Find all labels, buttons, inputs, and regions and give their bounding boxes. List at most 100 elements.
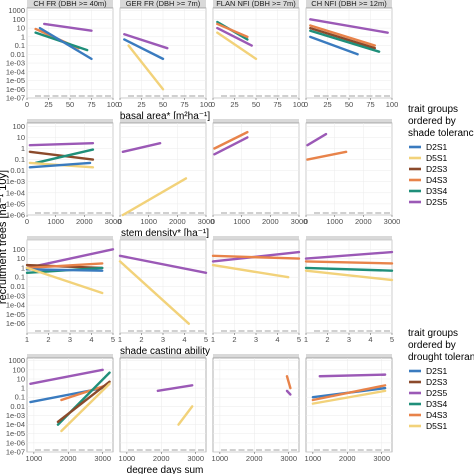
x-tick-label: 25 <box>323 100 331 109</box>
y-tick-label: 1e-04 <box>6 188 25 197</box>
x-tick-label: 50 <box>345 100 353 109</box>
x-tick-label: 4 <box>368 335 372 344</box>
x-tick-label: 3000 <box>373 454 390 463</box>
panel-frame <box>26 122 114 216</box>
y-axis-row-4: 10001001010.10.011e-031e-041e-051e-061e-… <box>6 356 25 456</box>
series-line-D2S5 <box>285 389 292 396</box>
series-line-D5S1 <box>127 44 165 91</box>
x-tick-label: 4 <box>275 335 279 344</box>
x-tick-label: 2000 <box>339 454 356 463</box>
x-tick-label: 1000 <box>119 454 136 463</box>
legend-label-D5S1: D5S1 <box>426 153 448 163</box>
x-tick-label: 1000 <box>305 454 322 463</box>
legend-label-D4S3: D4S3 <box>426 175 448 185</box>
panel-frame <box>212 357 300 453</box>
x-tick-label: 3000 <box>94 454 111 463</box>
x-axis-label: basal area* [m²ha⁻¹] <box>120 111 211 122</box>
x-tick-label: 1000 <box>47 217 64 226</box>
y-tick-label: 100 <box>12 122 25 131</box>
legend-title-line: trait groups <box>408 104 458 115</box>
y-tick-label: 1e-07 <box>6 94 25 103</box>
panel-strip <box>306 119 392 123</box>
x-tick-label: 50 <box>66 100 74 109</box>
y-tick-label: 1e-04 <box>6 301 25 310</box>
y-tick-label: 100 <box>12 15 25 24</box>
series-line-D2S5 <box>29 368 104 385</box>
panel-frame <box>212 122 300 216</box>
series-line-D2S5 <box>216 26 253 47</box>
panel-2-2: 0 1000 2000 3000 <box>118 119 214 226</box>
x-tick-label: 2000 <box>246 454 263 463</box>
panel-strip <box>27 236 113 240</box>
legend-title-line: ordered by <box>408 116 456 127</box>
x-tick-label: 25 <box>137 100 145 109</box>
x-tick-label: 1 <box>211 335 215 344</box>
panel-4-1: 1000 2000 3000 <box>26 354 114 463</box>
series-line-D2S5 <box>306 132 328 147</box>
series-line-D5S1 <box>311 389 387 405</box>
panel-title: CH FR (DBH >= 40m) <box>33 0 107 8</box>
y-tick-label: 0.01 <box>10 282 25 291</box>
series-line-D4S3 <box>213 130 249 150</box>
y-tick-label: 100 <box>12 245 25 254</box>
x-tick-label: 0 <box>25 100 29 109</box>
series-line-D4S3 <box>60 384 108 402</box>
x-tick-label: 3000 <box>198 217 215 226</box>
series-line-D5S1 <box>177 405 194 426</box>
y-axis-label: recruitment trees [ha⁻¹ 10y] <box>0 170 9 304</box>
legend-label-D2S3: D2S3 <box>426 164 448 174</box>
x-tick-label: 75 <box>273 100 281 109</box>
series-line-D4S3 <box>25 262 104 270</box>
legend-label-D4S3: D4S3 <box>426 410 448 420</box>
y-tick-label: 1e-03 <box>6 291 25 300</box>
x-tick-label: 4 <box>89 335 93 344</box>
panel-title: CH NFI (DBH >= 12m) <box>311 0 387 8</box>
x-tick-label: 2 <box>46 335 50 344</box>
x-tick-label: 2000 <box>169 217 186 226</box>
panel-1-4: CH NFI (DBH >= 12m) 0 25 50 75 100 <box>304 0 398 109</box>
panel-1-1: CH FR (DBH >= 40m) 0 25 50 75 100 <box>25 0 119 109</box>
x-tick-label: 0 <box>118 217 122 226</box>
y-tick-label: 0.1 <box>15 393 25 402</box>
y-tick-label: 1000 <box>8 356 25 365</box>
x-tick-label: 2000 <box>262 217 279 226</box>
y-tick-label: 0.01 <box>10 402 25 411</box>
x-tick-label: 1000 <box>140 217 157 226</box>
legend-label-D2S3: D2S3 <box>426 377 448 387</box>
panel-1-3: FLAN NFI (DBH >= 7m) 0 25 50 75 100 <box>211 0 305 109</box>
y-tick-label: 1e-06 <box>6 85 25 94</box>
y-tick-label: 1e-06 <box>6 438 25 447</box>
series-line-D2S5 <box>156 384 194 393</box>
y-tick-label: 1e-05 <box>6 310 25 319</box>
series-line-D4S3 <box>306 150 348 161</box>
x-tick-label: 3000 <box>105 217 122 226</box>
y-tick-label: 1 <box>21 144 25 153</box>
series-line-D4S3 <box>211 254 301 260</box>
x-tick-label: 3 <box>68 335 72 344</box>
x-tick-label: 0 <box>25 217 29 226</box>
x-axis-label: stem density* [ha⁻¹] <box>121 228 209 239</box>
x-tick-label: 5 <box>390 335 394 344</box>
x-tick-label: 2 <box>232 335 236 344</box>
legend-label-D3S4: D3S4 <box>426 186 448 196</box>
y-tick-label: 0.01 <box>10 50 25 59</box>
legend-label-D5S1: D5S1 <box>426 421 448 431</box>
y-tick-label: 10 <box>17 133 25 142</box>
series-line-D5S1 <box>60 382 111 433</box>
x-tick-label: 1 <box>25 335 29 344</box>
series-line-D5S1 <box>118 260 191 325</box>
x-tick-label: 25 <box>230 100 238 109</box>
y-tick-label: 1e-03 <box>6 177 25 186</box>
y-tick-label: 1000 <box>8 6 25 15</box>
x-tick-label: 1 <box>304 335 308 344</box>
panel-frame <box>26 357 114 453</box>
legend-label-D2S5: D2S5 <box>426 197 448 207</box>
panel-title: GER FR (DBH >= 7m) <box>126 0 201 8</box>
x-tick-label: 3000 <box>280 454 297 463</box>
panel-3-4: 1 2 3 4 5 <box>304 236 394 344</box>
series-line-D2S1 <box>28 161 92 169</box>
panel-4-4: 1000 2000 3000 <box>305 354 393 463</box>
panel-strip <box>27 354 113 358</box>
series-line-D3S4 <box>304 266 394 272</box>
